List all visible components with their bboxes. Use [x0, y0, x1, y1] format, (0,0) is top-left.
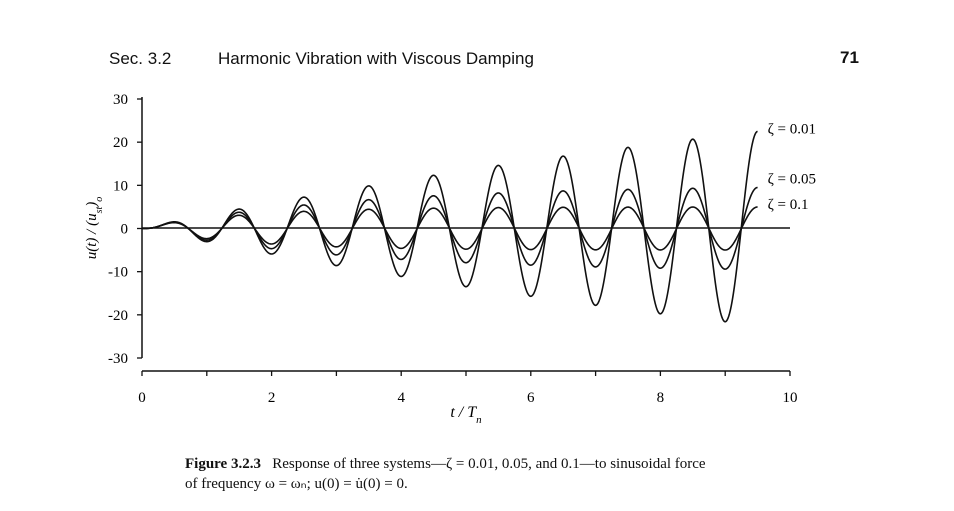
section-heading: Sec. 3.2: [109, 49, 172, 68]
figure-caption: Figure 3.2.3 Response of three systems—ζ…: [185, 454, 805, 494]
series-label: ζ = 0.01: [768, 121, 816, 137]
series-labels: ζ = 0.01 ζ = 0.05 ζ = 0.1: [768, 121, 816, 212]
page-number: 71: [840, 48, 859, 67]
y-tick-label: -20: [108, 308, 128, 324]
series-line: [142, 206, 758, 251]
chart-axes: [141, 97, 790, 372]
x-tick-label: 8: [657, 390, 665, 406]
x-tick-label: 6: [527, 390, 535, 406]
y-tick-label: 10: [113, 178, 128, 194]
series-line: [142, 130, 758, 323]
x-tick-label: 0: [138, 390, 146, 406]
x-tick-label: 4: [397, 390, 405, 406]
y-ticks: 30 20 10 0 -10 -20 -30: [108, 92, 142, 367]
x-axis-label: t / Tn: [450, 404, 482, 426]
x-tick-label: 2: [268, 390, 276, 406]
x-ticks: 0 2 4 6 8 10: [138, 371, 798, 406]
figure-label: Figure 3.2.3: [185, 456, 261, 472]
caption-line2: of frequency ω = ωₙ; u(0) = u̇(0) = 0.: [185, 476, 408, 492]
y-tick-label: -10: [108, 265, 128, 281]
caption-line1: Response of three systems—ζ = 0.01, 0.05…: [272, 456, 706, 472]
x-tick-label: 10: [783, 390, 798, 406]
response-curves: [142, 130, 758, 323]
y-tick-label: 0: [121, 222, 129, 238]
y-tick-label: 30: [113, 92, 128, 108]
y-tick-label: 20: [113, 135, 128, 151]
series-label: ζ = 0.1: [768, 197, 809, 213]
y-tick-label: -30: [108, 351, 128, 367]
series-label: ζ = 0.05: [768, 172, 816, 188]
page-header-title: Harmonic Vibration with Viscous Damping: [218, 49, 534, 68]
y-axis-label: u(t) / (ust)o: [84, 197, 105, 260]
